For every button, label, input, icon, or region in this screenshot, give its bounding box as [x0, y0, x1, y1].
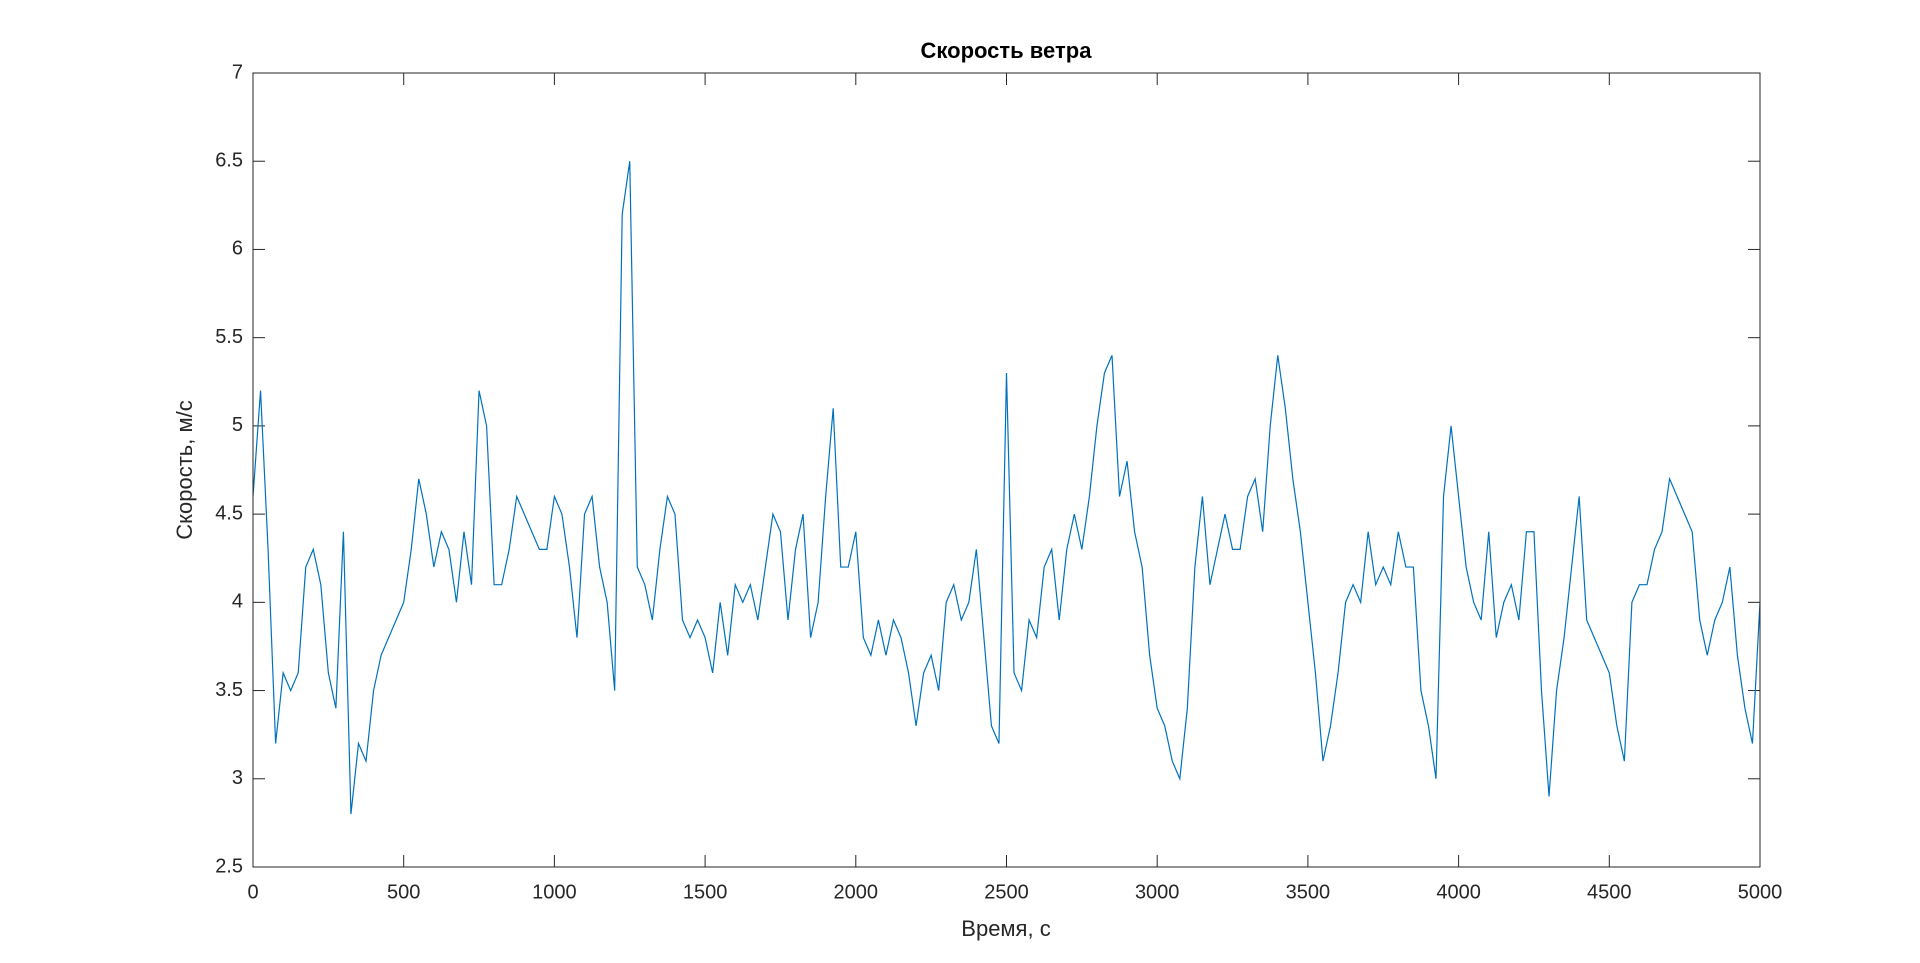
data-line — [252, 161, 1761, 815]
y-tick-label: 3 — [232, 767, 243, 789]
y-tick-label: 6.5 — [215, 150, 243, 172]
x-tick-label: 1500 — [683, 881, 728, 903]
x-tick-label: 4500 — [1587, 881, 1632, 903]
chart-title: Скорость ветра — [921, 38, 1093, 63]
y-axis-label: Скорость, м/с — [172, 400, 197, 539]
x-tick-label: 5000 — [1738, 881, 1783, 903]
plot-frame — [252, 72, 1761, 868]
x-tick-label: 3000 — [1135, 881, 1180, 903]
x-axis-label: Время, с — [961, 916, 1050, 941]
x-tick-label: 500 — [387, 881, 420, 903]
y-tick-label: 3.5 — [215, 679, 243, 701]
y-tick-label: 4 — [232, 591, 243, 613]
x-tick-label: 2500 — [984, 881, 1029, 903]
y-tick-label: 6 — [232, 238, 243, 260]
y-tick-label: 2.5 — [215, 855, 243, 877]
x-tick-label: 3500 — [1286, 881, 1331, 903]
x-tick-label: 1000 — [532, 881, 577, 903]
y-tick-label: 7 — [232, 61, 243, 83]
x-tick-label: 0 — [247, 881, 258, 903]
y-tick-label: 5 — [232, 414, 243, 436]
y-tick-label: 4.5 — [215, 502, 243, 524]
y-tick-label: 5.5 — [215, 326, 243, 348]
x-tick-label: 4000 — [1436, 881, 1481, 903]
x-tick-label: 2000 — [834, 881, 879, 903]
